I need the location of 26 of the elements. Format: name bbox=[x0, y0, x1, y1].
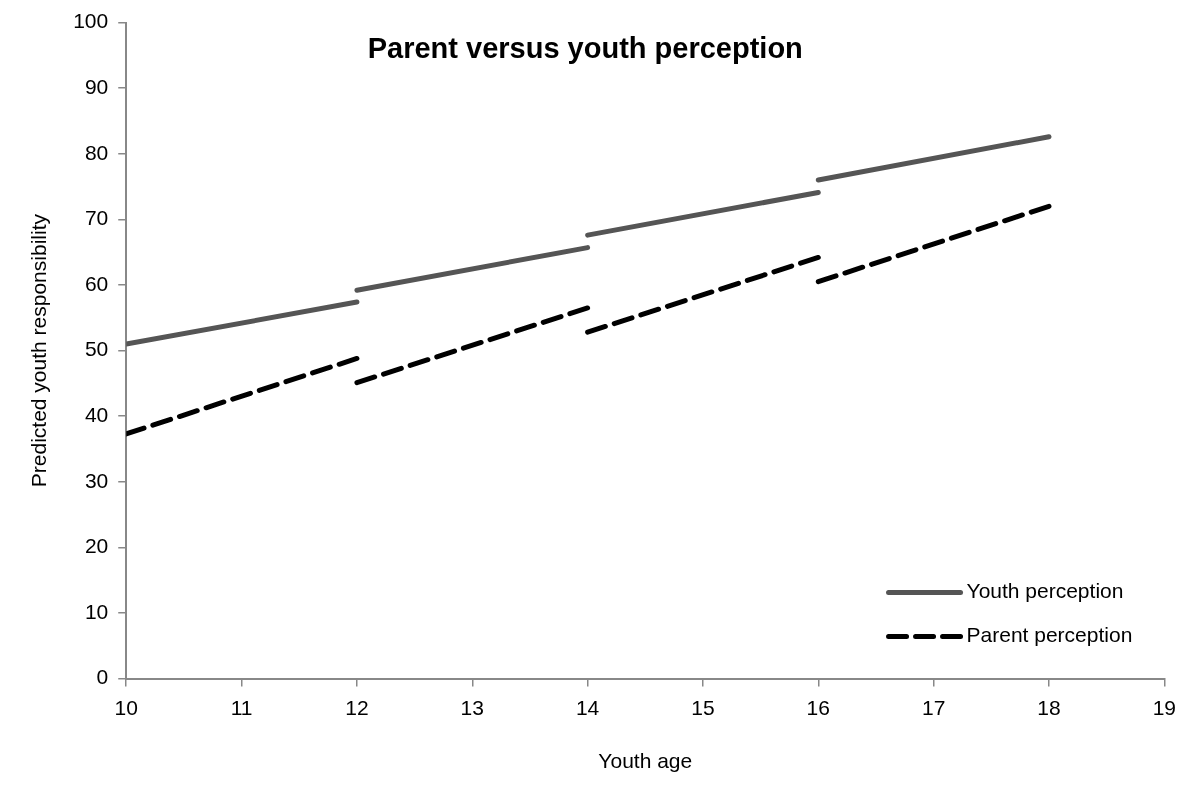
x-axis-title: Youth age bbox=[598, 749, 693, 773]
y-tick-label: 30 bbox=[84, 468, 109, 492]
x-tick-label: 16 bbox=[806, 696, 830, 719]
y-tick-label: 80 bbox=[84, 140, 109, 164]
y-tick-label: 0 bbox=[96, 665, 109, 689]
y-tick-label: 20 bbox=[84, 534, 109, 558]
x-tick-label: 17 bbox=[921, 696, 946, 719]
y-axis-title: Predicted youth responsibility bbox=[27, 213, 51, 488]
x-tick-label: 10 bbox=[114, 696, 138, 719]
chart-title: Parent versus youth perception bbox=[367, 31, 803, 64]
legend-label: Parent perception bbox=[966, 623, 1133, 647]
y-tick-label: 100 bbox=[73, 9, 109, 33]
x-tick-label: 13 bbox=[460, 696, 484, 719]
x-tick-label: 18 bbox=[1037, 696, 1061, 719]
y-tick-label: 50 bbox=[84, 337, 109, 361]
x-tick-label: 12 bbox=[345, 696, 369, 719]
x-tick-label: 11 bbox=[230, 696, 253, 719]
legend-label: Youth perception bbox=[966, 579, 1124, 603]
y-tick-label: 70 bbox=[84, 206, 109, 230]
x-tick-label: 15 bbox=[691, 696, 715, 719]
y-tick-label: 60 bbox=[84, 271, 109, 295]
y-tick-label: 10 bbox=[84, 599, 109, 623]
y-tick-label: 90 bbox=[84, 75, 109, 98]
y-tick-label: 40 bbox=[84, 403, 109, 426]
x-tick-label: 19 bbox=[1152, 696, 1176, 719]
x-tick-label: 14 bbox=[575, 696, 600, 719]
